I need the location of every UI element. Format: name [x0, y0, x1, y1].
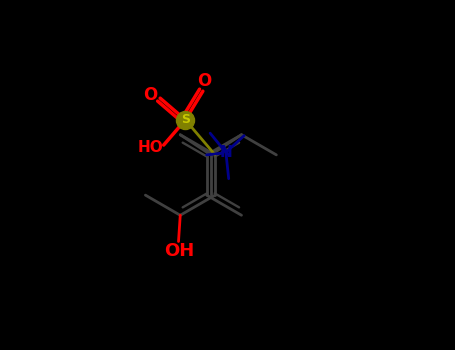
- Text: OH: OH: [164, 242, 194, 260]
- Text: N: N: [219, 145, 232, 160]
- Text: O: O: [197, 72, 211, 90]
- Text: S: S: [181, 113, 190, 126]
- Text: O: O: [143, 86, 157, 104]
- Text: HO: HO: [137, 140, 163, 155]
